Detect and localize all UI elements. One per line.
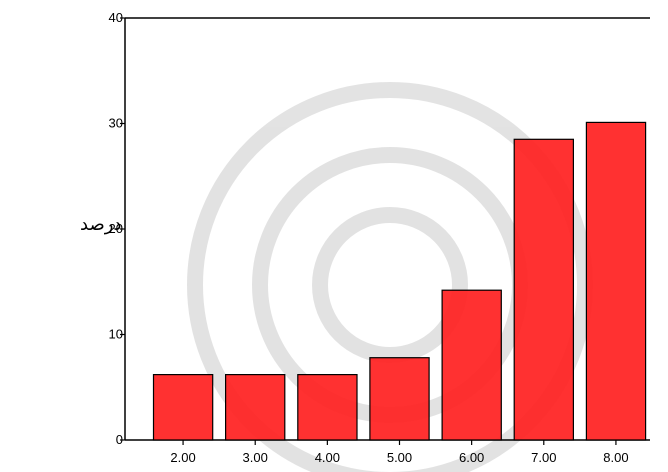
bar-6.00 <box>441 289 502 441</box>
bar-3.00 <box>225 374 286 441</box>
bar-2.00 <box>152 374 214 441</box>
x-tick-label: 5.00 <box>387 450 412 465</box>
x-tick-label: 2.00 <box>170 450 195 465</box>
x-tick-label: 4.00 <box>315 450 340 465</box>
bar-7.00 <box>513 138 575 441</box>
bar-4.00 <box>297 374 358 441</box>
x-tick-label: 3.00 <box>243 450 268 465</box>
y-tick-label: 40 <box>109 10 123 25</box>
plot-area: 0 10 20 30 40 2.00 3.00 4.00 5.00 6.00 7.00 8.00 <box>109 10 650 465</box>
x-tick-label: 7.00 <box>531 450 556 465</box>
y-tick-label: 20 <box>109 221 123 236</box>
y-axis-title: درصد <box>80 214 121 235</box>
y-tick-label: 30 <box>109 116 123 131</box>
bar-8.00 <box>585 121 647 441</box>
y-tick-label: 10 <box>109 327 123 342</box>
x-tick-label: 8.00 <box>603 450 628 465</box>
y-ticks-group: 0 10 20 30 40 <box>109 10 125 447</box>
x-ticks-group: 2.00 3.00 4.00 5.00 6.00 7.00 8.00 <box>170 440 629 465</box>
bar-5.00 <box>369 357 430 441</box>
bars-group <box>152 121 647 441</box>
x-tick-label: 6.00 <box>459 450 484 465</box>
y-tick-label: 0 <box>116 432 123 447</box>
